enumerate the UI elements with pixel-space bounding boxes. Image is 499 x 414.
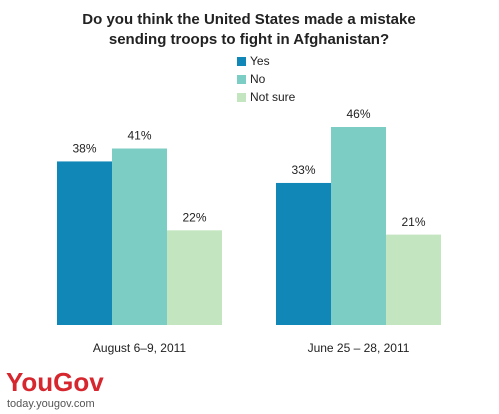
logo: YouGov	[6, 367, 104, 397]
legend-swatch	[237, 75, 246, 84]
bar	[331, 127, 386, 325]
chart-title: sending troops to fight in Afghanistan?	[109, 31, 389, 48]
data-label: 38%	[72, 142, 96, 156]
x-tick-label: June 25 – 28, 2011	[308, 341, 410, 355]
legend-label: Yes	[250, 54, 270, 68]
data-label: 46%	[346, 107, 370, 121]
legend-label: No	[250, 72, 266, 86]
legend-swatch	[237, 57, 246, 66]
data-label: 21%	[401, 215, 425, 229]
bar	[112, 148, 167, 325]
bar	[57, 161, 112, 325]
legend-label: Not sure	[250, 90, 296, 104]
data-label: 33%	[291, 163, 315, 177]
bar	[386, 234, 441, 325]
data-label: 41%	[127, 129, 151, 143]
chart-title: Do you think the United States made a mi…	[82, 11, 415, 28]
data-label: 22%	[182, 210, 206, 224]
legend-swatch	[237, 93, 246, 102]
x-tick-label: August 6–9, 2011	[93, 341, 187, 355]
url: today.yougov.com	[7, 398, 95, 410]
bar	[276, 182, 331, 325]
bar	[167, 230, 222, 325]
